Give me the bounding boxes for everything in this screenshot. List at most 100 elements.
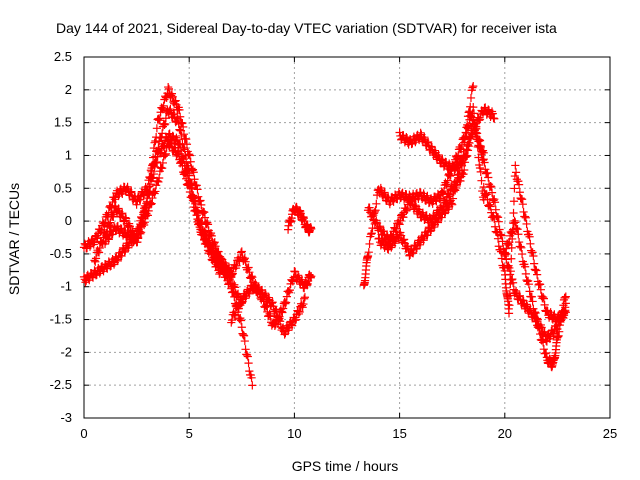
data-point [505, 291, 515, 300]
data-point [469, 82, 478, 91]
data-point [156, 163, 165, 172]
data-point [393, 195, 402, 204]
data-point [245, 289, 254, 298]
data-point [511, 218, 520, 227]
data-point [484, 173, 493, 182]
data-point [128, 226, 137, 235]
data-point [198, 209, 207, 218]
data-point [500, 251, 509, 261]
data-point [488, 109, 497, 118]
data-point [494, 217, 503, 226]
data-point [146, 172, 155, 182]
data-point [536, 280, 545, 289]
data-point [132, 200, 141, 209]
data-point [307, 224, 316, 234]
data-point [535, 323, 544, 332]
data-point [182, 135, 191, 144]
data-point [158, 105, 167, 114]
data-point [441, 208, 450, 217]
data-point [291, 267, 300, 276]
data-point [156, 148, 165, 158]
data-point [173, 114, 182, 123]
data-point [465, 138, 474, 148]
data-point [477, 176, 486, 185]
data-point [521, 213, 530, 222]
data-point [557, 313, 566, 322]
y-tick-label: 2 [65, 82, 72, 97]
data-point [237, 247, 246, 256]
data-point [510, 184, 519, 193]
data-point [558, 307, 567, 316]
data-point [374, 234, 383, 243]
data-point [510, 216, 519, 225]
data-point [190, 175, 199, 184]
data-point [472, 129, 482, 138]
y-tick-label: -1.5 [50, 312, 72, 327]
data-point [229, 287, 238, 296]
data-point [438, 188, 447, 197]
data-point [198, 228, 207, 237]
data-point [402, 206, 411, 215]
data-point [514, 180, 524, 189]
data-point [371, 206, 380, 215]
data-point [539, 292, 548, 302]
data-point [463, 120, 472, 129]
data-point [186, 157, 195, 166]
data-point [530, 265, 539, 274]
data-point [152, 124, 161, 133]
data-point [427, 142, 436, 151]
data-point [514, 230, 523, 239]
data-point [240, 336, 249, 346]
data-point [469, 119, 479, 129]
data-point [497, 231, 506, 240]
data-point [457, 161, 467, 170]
data-point [148, 161, 157, 170]
data-point [365, 239, 374, 249]
data-point [94, 248, 104, 257]
y-tick-label: 0.5 [54, 180, 72, 195]
data-point [82, 244, 92, 253]
data-point [93, 234, 102, 243]
data-point [368, 209, 377, 218]
data-point [264, 293, 273, 302]
data-point [448, 200, 457, 209]
data-point [475, 116, 484, 125]
data-point [264, 311, 273, 320]
data-point [112, 222, 122, 231]
data-point [511, 223, 521, 233]
data-point [266, 312, 275, 321]
data-point [506, 267, 515, 276]
data-series [100, 136, 225, 279]
data-point [379, 227, 388, 236]
y-tick-label: 1 [65, 147, 72, 162]
data-point [226, 279, 235, 288]
chart-title: Day 144 of 2021, Sidereal Day-to-day VTE… [56, 20, 557, 36]
data-point [120, 247, 129, 257]
data-point [104, 235, 113, 244]
data-point [152, 132, 161, 142]
data-point [300, 294, 309, 303]
data-point [473, 134, 482, 144]
data-point [524, 280, 533, 289]
data-point [239, 330, 248, 340]
data-point [184, 150, 193, 159]
data-point [424, 198, 434, 208]
data-point [419, 236, 428, 245]
data-point [281, 329, 290, 338]
data-point [514, 237, 524, 247]
data-point [211, 242, 220, 251]
data-point [403, 242, 412, 251]
data-point [452, 176, 461, 186]
data-point [458, 158, 467, 167]
data-point [170, 97, 180, 106]
data-point [561, 293, 570, 302]
data-point [529, 304, 538, 313]
data-point [245, 367, 254, 376]
data-point [109, 212, 118, 221]
data-point [491, 205, 500, 214]
data-point [216, 266, 225, 275]
data-point [445, 190, 455, 200]
data-point [178, 118, 187, 128]
data-point [160, 120, 169, 129]
data-point [92, 270, 101, 279]
